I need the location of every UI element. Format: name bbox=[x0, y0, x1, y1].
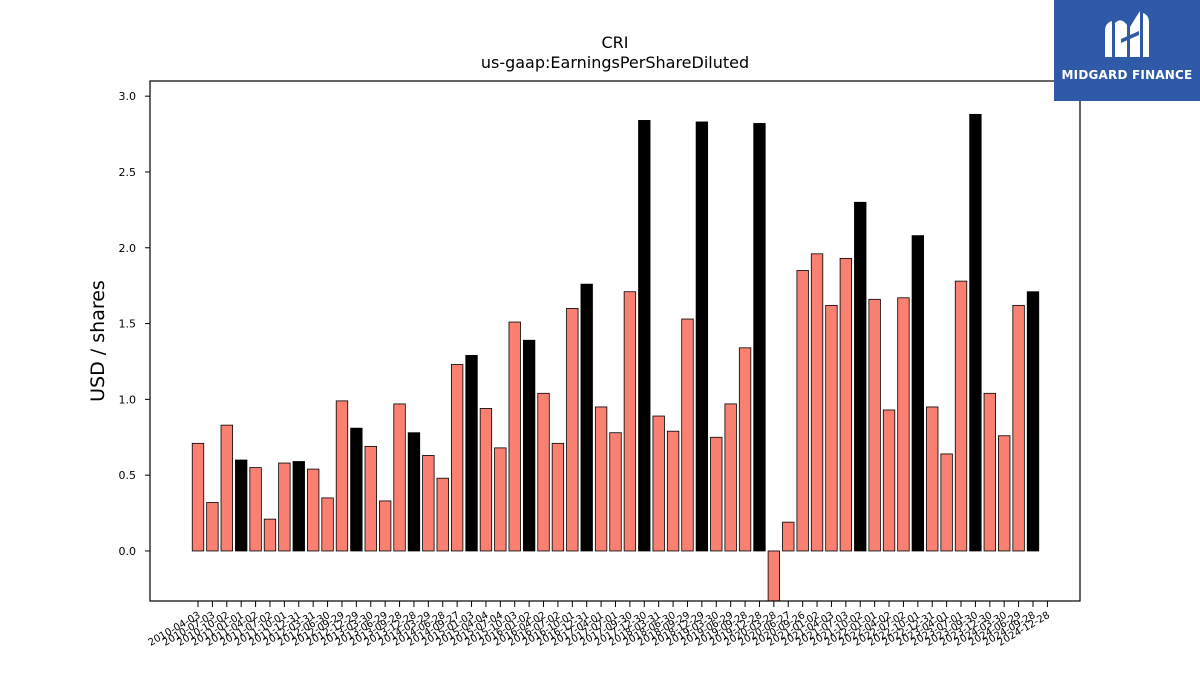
bar bbox=[767, 550, 781, 602]
bar bbox=[407, 432, 421, 552]
bar bbox=[969, 113, 982, 552]
bar bbox=[450, 364, 464, 552]
midgard-logo-icon bbox=[1105, 11, 1149, 57]
bar bbox=[522, 339, 536, 552]
bar bbox=[854, 201, 867, 552]
bar bbox=[810, 253, 824, 552]
bar bbox=[710, 436, 723, 552]
bar bbox=[998, 435, 1011, 552]
bar bbox=[307, 468, 320, 552]
bar bbox=[825, 304, 838, 552]
y-tick-label: 2.5 bbox=[119, 166, 137, 179]
bar bbox=[206, 502, 219, 552]
bar bbox=[724, 403, 737, 552]
brand-logo: MIDGARD FINANCE bbox=[1054, 0, 1200, 101]
bar bbox=[393, 403, 406, 552]
bar bbox=[566, 308, 579, 552]
bar bbox=[479, 408, 493, 552]
bar bbox=[321, 497, 334, 552]
bar bbox=[350, 427, 363, 552]
bar bbox=[263, 518, 277, 552]
bars bbox=[191, 113, 1040, 602]
x-axis: 2010-04-032010-07-032010-10-022011-01-01… bbox=[147, 601, 1052, 649]
bar bbox=[882, 409, 896, 552]
bar bbox=[580, 283, 593, 552]
bar bbox=[191, 442, 205, 552]
bar bbox=[551, 442, 565, 552]
bar bbox=[695, 121, 709, 552]
bar bbox=[335, 400, 349, 552]
bar bbox=[940, 453, 953, 552]
bar bbox=[594, 406, 608, 552]
bar bbox=[796, 270, 809, 552]
bar bbox=[364, 445, 377, 552]
bar bbox=[292, 461, 305, 552]
bar bbox=[249, 467, 262, 552]
bar bbox=[278, 462, 291, 552]
bar bbox=[839, 257, 853, 552]
bar bbox=[1012, 304, 1025, 552]
y-tick-label: 0.0 bbox=[119, 545, 137, 558]
bar bbox=[623, 291, 637, 552]
bar bbox=[954, 280, 968, 552]
bar bbox=[652, 415, 665, 552]
bar bbox=[666, 430, 680, 552]
y-tick-label: 1.5 bbox=[119, 318, 137, 331]
chart-subtitle: us-gaap:EarningsPerShareDiluted bbox=[481, 53, 749, 72]
y-tick-label: 2.0 bbox=[119, 242, 137, 255]
y-axis: 0.0 0.5 1.0 1.5 2.0 2.5 3.0 bbox=[119, 90, 150, 558]
y-tick-label: 1.0 bbox=[119, 393, 137, 406]
plot-frame bbox=[149, 80, 1081, 602]
bar bbox=[638, 120, 651, 552]
bar bbox=[494, 447, 507, 552]
bar bbox=[983, 392, 996, 552]
bar bbox=[609, 432, 622, 552]
bar bbox=[926, 406, 939, 552]
bar bbox=[220, 424, 233, 552]
bar bbox=[753, 123, 766, 552]
bar bbox=[235, 459, 248, 552]
y-axis-label: USD / shares bbox=[87, 280, 109, 402]
bar bbox=[911, 235, 924, 552]
y-tick-label: 3.0 bbox=[119, 90, 137, 103]
chart-title: CRI bbox=[601, 33, 628, 52]
bar bbox=[782, 521, 795, 552]
bar bbox=[868, 298, 881, 552]
bar bbox=[422, 455, 435, 552]
bar bbox=[378, 500, 392, 552]
bar bbox=[508, 321, 521, 552]
bar bbox=[681, 318, 694, 552]
bar bbox=[1026, 291, 1040, 552]
bar bbox=[738, 347, 752, 552]
bar bbox=[897, 297, 910, 552]
y-tick-label: 0.5 bbox=[119, 469, 137, 482]
brand-name: MIDGARD FINANCE bbox=[1061, 68, 1193, 82]
bar bbox=[465, 354, 478, 552]
bar bbox=[436, 477, 449, 552]
bar bbox=[537, 392, 550, 552]
